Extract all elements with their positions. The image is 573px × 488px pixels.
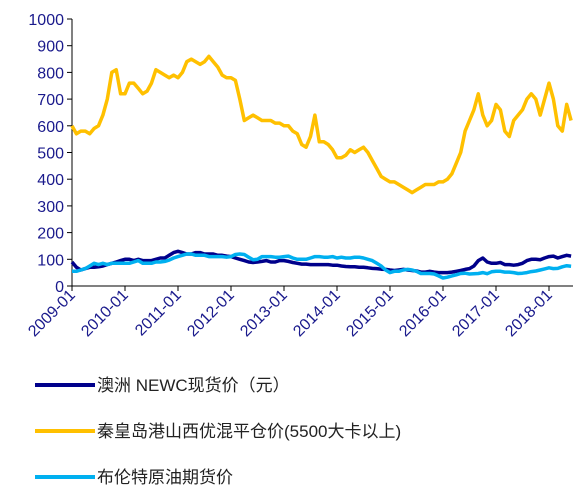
y-tick-label: 900 [37,39,64,56]
x-tick-label: 2010-01 [78,287,132,341]
y-tick-label: 300 [37,199,64,216]
series-line [70,249,572,275]
x-tick-label: 2015-01 [343,287,397,341]
x-tick-label: 2011-01 [132,287,185,340]
y-tick-label: 200 [37,226,64,243]
legend-label: 布伦特原油期货价 [97,468,233,487]
x-tick-label: 2009-01 [25,287,79,341]
y-tick-label: 1000 [28,12,64,29]
y-tick-label: 600 [37,119,64,136]
x-tick-label: 2013-01 [237,287,291,341]
y-tick-label: 500 [37,146,64,163]
y-tick-label: 100 [37,252,64,269]
y-tick-label: 700 [37,92,64,109]
x-tick-label: 2014-01 [290,287,344,341]
x-tick-label: 2018-01 [502,287,556,341]
x-tick-label: 2016-01 [396,287,450,341]
legend-label: 澳洲 NEWC现货价（元） [97,376,290,395]
y-tick-label: 400 [37,172,64,189]
y-tick-label: 0 [55,279,64,296]
series-line [72,252,572,280]
x-tick-label: 2012-01 [184,287,238,341]
y-tick-label: 800 [37,65,64,82]
legend-label: 秦皇岛港山西优混平仓价(5500大卡以上) [97,422,401,441]
x-tick-label: 2017-01 [449,287,503,341]
series-line [70,54,573,195]
